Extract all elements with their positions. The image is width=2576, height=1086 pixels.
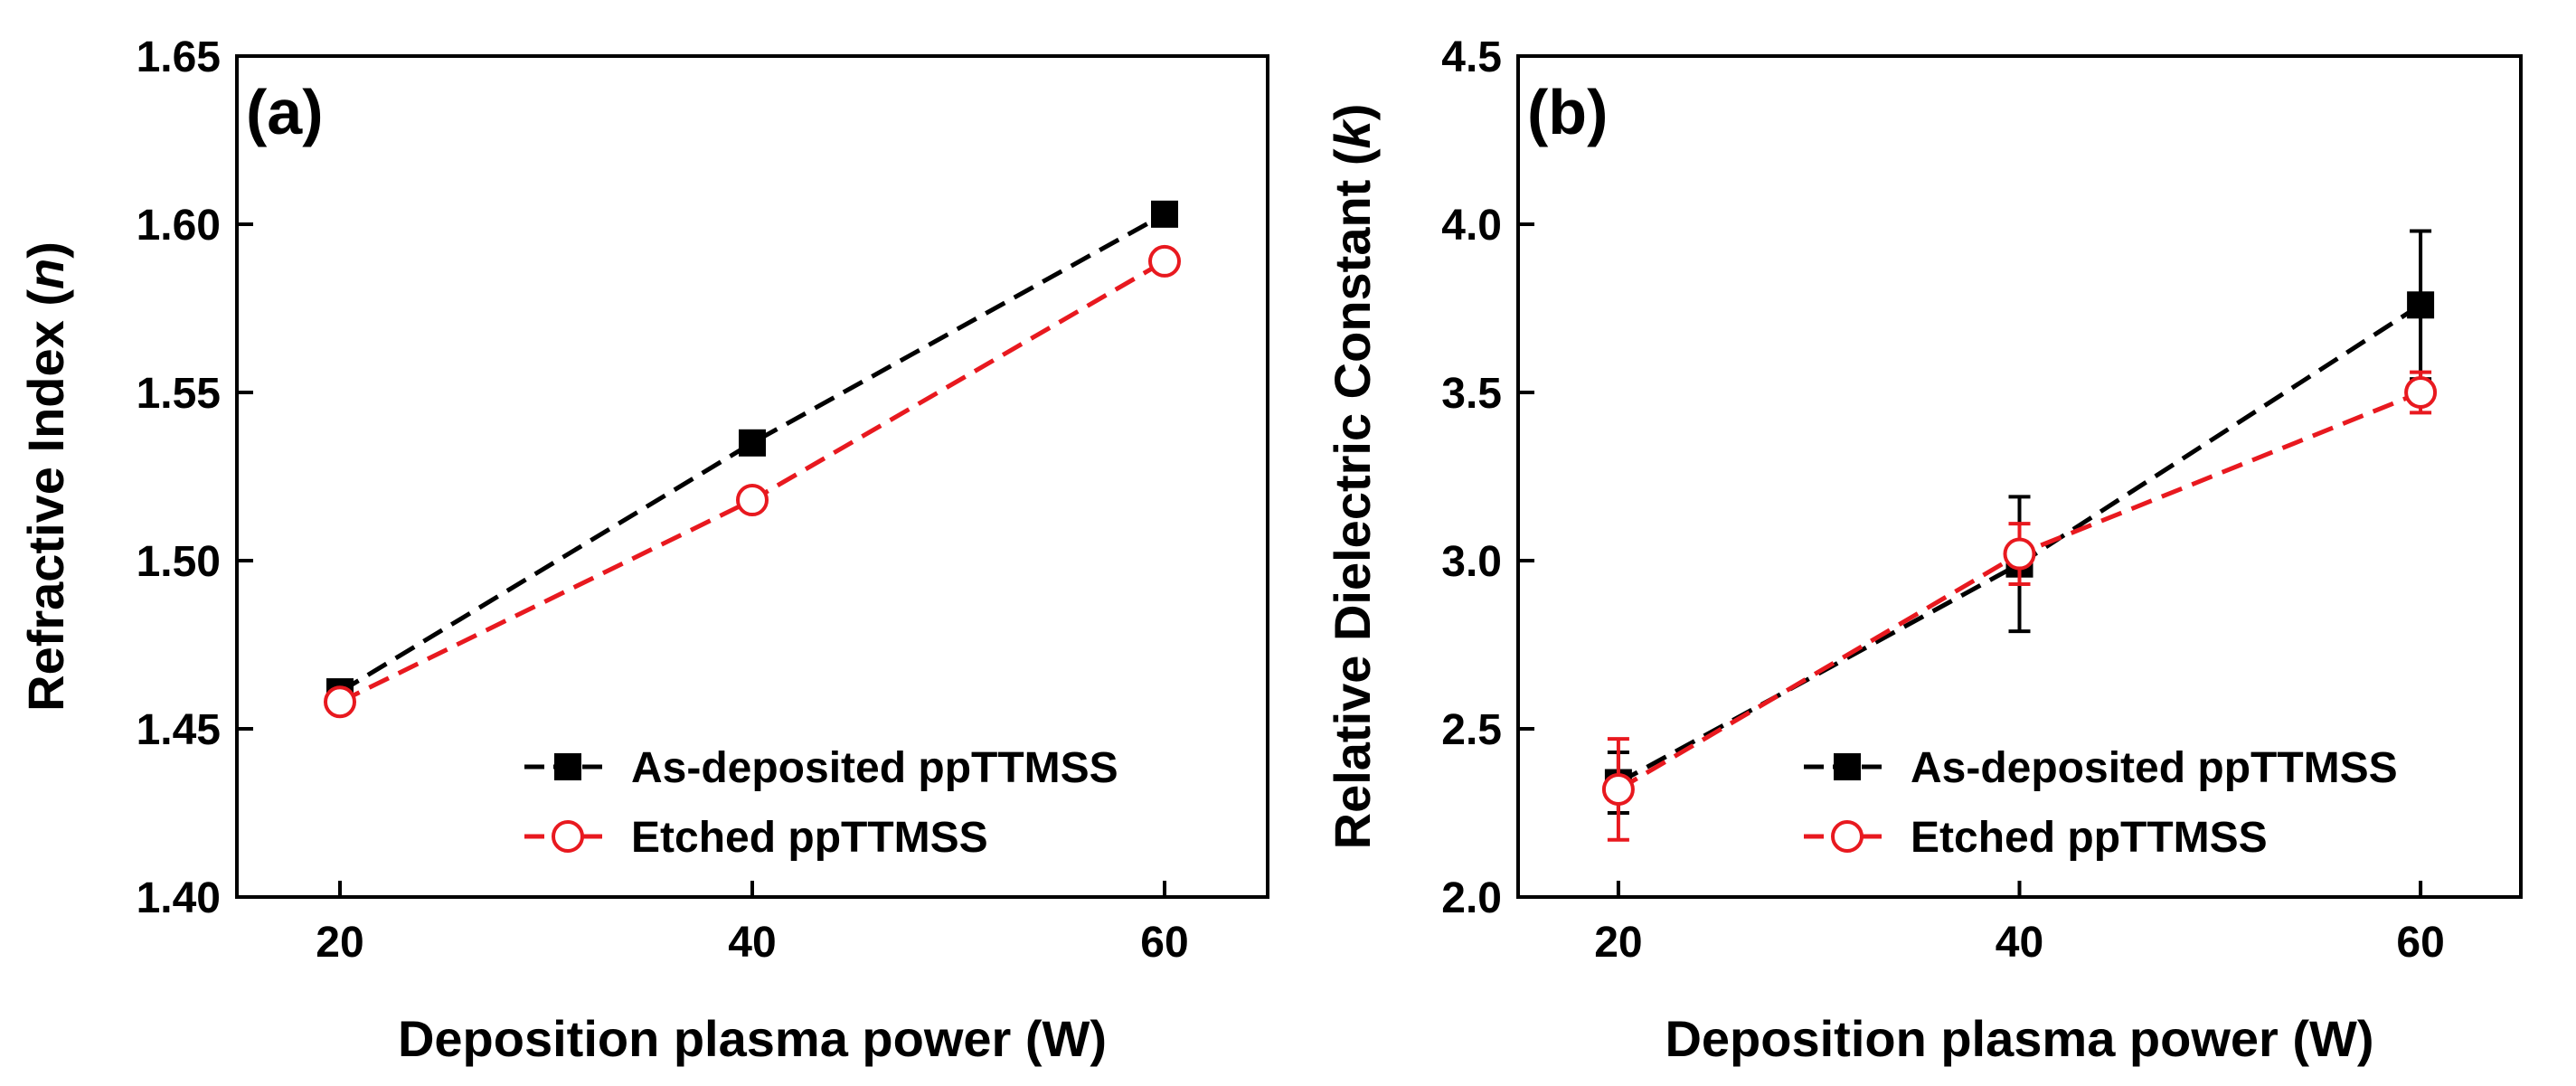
x-tick-label: 60 (1140, 919, 1188, 967)
x-axis-title: Deposition plasma power (W) (398, 1010, 1107, 1067)
data-point-circle (1148, 244, 1181, 278)
legend-marker-square (554, 753, 581, 780)
y-axis-title-text: Refractive Index ( (17, 289, 74, 712)
y-tick-label: 1.65 (137, 33, 221, 81)
legend-marker-square (1834, 753, 1861, 780)
chart-panel-0: 1.40 1.45 1.50 1.55 1.60 1.65 20 40 60 Deposition… (17, 33, 1269, 1067)
y-axis-title-symbol: n (17, 259, 74, 289)
x-tick-label: 40 (1996, 919, 2043, 967)
panel-label: (a) (246, 77, 324, 147)
series-line-1 (338, 259, 1166, 704)
data-point-circle (2003, 537, 2036, 571)
y-tick-label: 1.45 (137, 706, 221, 754)
y-axis-title-close: ) (1324, 104, 1381, 121)
legend-marker-circle (552, 820, 584, 853)
data-point-square (2407, 291, 2435, 319)
data-point-circle (324, 685, 356, 719)
y-tick-label: 4.5 (1441, 33, 1502, 81)
data-point-circle (736, 484, 769, 517)
legend-label: As-deposited ppTTMSS (631, 744, 1118, 792)
chart-panel-1: 2.0 2.5 3.0 3.5 4.0 4.5 20 40 60 Deposition plasm… (1324, 33, 2523, 1067)
x-axis-title: Deposition plasma power (W) (1665, 1010, 2373, 1067)
x-tick-label: 20 (1594, 919, 1642, 967)
data-point-circle (1601, 772, 1635, 806)
data-point-square (1151, 200, 1178, 228)
y-tick-label: 3.5 (1441, 370, 1502, 418)
y-axis-title: Refractive Index (n) (17, 241, 74, 712)
y-axis-title-text: Relative Dielectric Constant ( (1324, 148, 1381, 849)
series-line-0 (338, 212, 1166, 694)
y-tick-label: 4.0 (1441, 202, 1502, 250)
legend-label: As-deposited ppTTMSS (1911, 744, 2398, 792)
y-axis-title: Relative Dielectric Constant (k) (1324, 104, 1381, 850)
y-tick-label: 1.60 (137, 202, 221, 250)
y-tick-label: 1.50 (137, 538, 221, 586)
y-tick-label: 2.0 (1441, 874, 1502, 922)
y-axis-title-close: ) (17, 241, 74, 259)
panel-label: (b) (1527, 77, 1608, 147)
legend-marker-circle (1831, 820, 1864, 853)
y-tick-label: 1.55 (137, 370, 221, 418)
x-tick-label: 20 (316, 919, 363, 967)
data-point-circle (2404, 376, 2438, 409)
y-tick-label: 2.5 (1441, 706, 1502, 754)
legend-label: Etched ppTTMSS (631, 814, 988, 862)
y-tick-label: 3.0 (1441, 538, 1502, 586)
legend-label: Etched ppTTMSS (1911, 814, 2268, 862)
x-tick-label: 40 (728, 919, 776, 967)
x-tick-label: 60 (2396, 919, 2444, 967)
y-axis-title-symbol: k (1324, 118, 1381, 148)
data-point-square (739, 429, 766, 457)
y-tick-label: 1.40 (137, 874, 221, 922)
